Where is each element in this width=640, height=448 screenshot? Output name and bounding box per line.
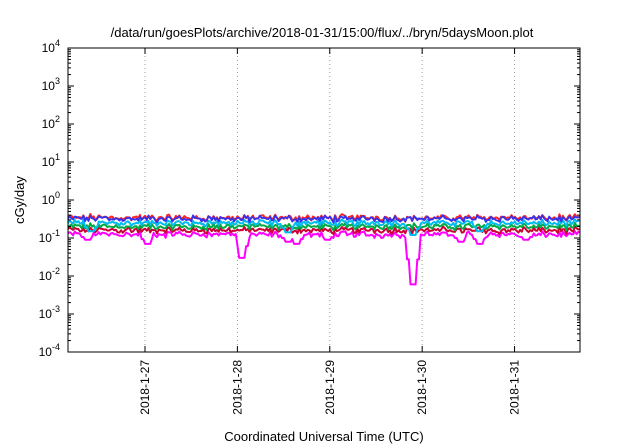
chart-title: /data/run/goesPlots/archive/2018-01-31/1… <box>111 25 534 40</box>
x-tick-label: 2018-1-30 <box>415 360 429 415</box>
x-axis: 2018-1-27 2018-1-28 2018-1-29 2018-1-30 2018… <box>138 48 522 415</box>
series-line <box>67 221 581 232</box>
series-line <box>67 218 581 236</box>
y-axis: 10-4 10-3 10-2 10-1 100 101 102 103 104 <box>39 38 580 359</box>
grid <box>144 48 516 352</box>
y-axis-label: cGy/day <box>12 176 27 224</box>
series-layer <box>67 213 581 286</box>
x-axis-label: Coordinated Universal Time (UTC) <box>224 429 423 444</box>
x-tick-label: 2018-1-28 <box>230 360 244 415</box>
y-tick-label: 10-3 <box>39 304 60 321</box>
y-tick-label: 103 <box>42 76 60 93</box>
x-tick-label: 2018-1-27 <box>138 360 152 415</box>
y-tick-label: 10-2 <box>39 266 60 283</box>
y-tick-label: 100 <box>42 190 60 207</box>
y-tick-label: 102 <box>42 114 60 131</box>
series-line <box>67 230 581 286</box>
x-tick-label: 2018-1-31 <box>508 360 522 415</box>
y-tick-label: 101 <box>42 152 60 169</box>
series-line <box>67 225 581 236</box>
y-tick-label: 104 <box>42 38 60 55</box>
x-tick-label: 2018-1-29 <box>323 360 337 415</box>
y-tick-label: 10-4 <box>39 342 60 359</box>
y-tick-label: 10-1 <box>39 228 60 245</box>
series-line <box>67 214 581 224</box>
